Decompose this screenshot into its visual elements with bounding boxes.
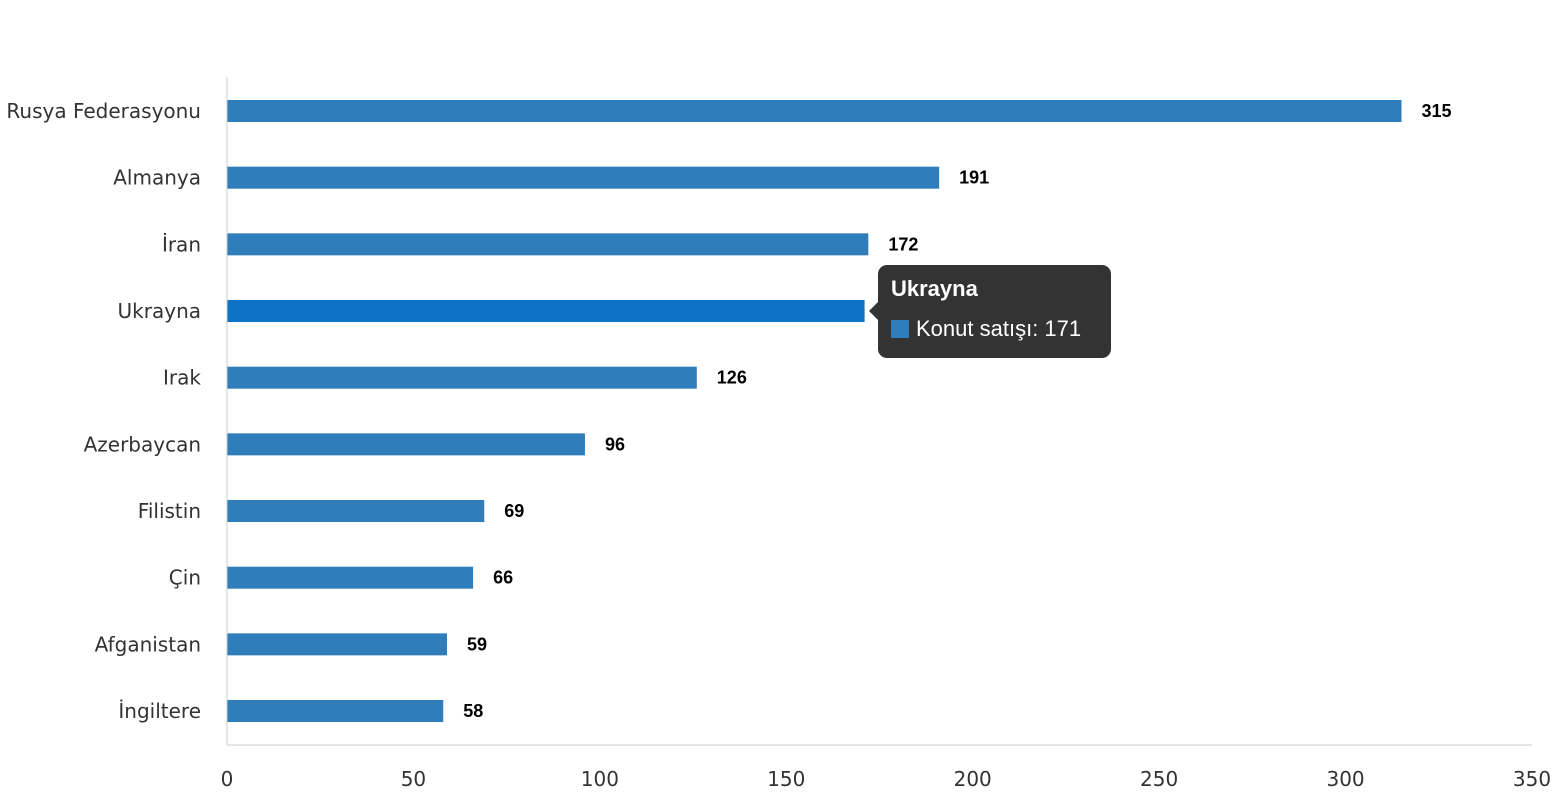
- category-labels: Rusya Federasyonu Almanya İran Ukrayna Irak A…: [6, 99, 201, 723]
- tooltip-title: Ukrayna: [891, 276, 978, 301]
- bar-irak[interactable]: [227, 366, 697, 389]
- x-tick-label-350: 350: [1513, 767, 1551, 791]
- data-labels: 315 191 172 171 126 96 69 66 59 58: [463, 101, 1451, 721]
- data-label-rusya-federasyonu: 315: [1422, 101, 1452, 121]
- x-axis-tick-labels: 0 50 100 150 200 250 300 350: [221, 767, 1551, 791]
- category-label-filistin: Filistin: [138, 499, 201, 523]
- x-tick-label-50: 50: [401, 767, 426, 791]
- bar-cin[interactable]: [227, 566, 474, 589]
- tooltip-separator: :: [1032, 316, 1045, 341]
- category-label-afganistan: Afganistan: [95, 632, 201, 656]
- category-label-iran: İran: [162, 232, 201, 256]
- bar-ukrayna[interactable]: [227, 300, 865, 323]
- category-label-almanya: Almanya: [113, 166, 201, 190]
- tooltip-value: 171: [1044, 316, 1082, 341]
- x-tick-label-100: 100: [581, 767, 619, 791]
- data-label-afganistan: 59: [467, 634, 487, 654]
- bar-azerbaycan[interactable]: [227, 433, 585, 456]
- bar-iran[interactable]: [227, 233, 869, 256]
- data-label-iran: 172: [888, 234, 918, 254]
- x-tick-label-150: 150: [767, 767, 805, 791]
- x-tick-label-200: 200: [954, 767, 992, 791]
- x-tick-label-300: 300: [1326, 767, 1364, 791]
- tooltip: Ukrayna Konut satışı: 171: [869, 265, 1111, 358]
- data-label-azerbaycan: 96: [605, 434, 625, 454]
- data-label-almanya: 191: [959, 168, 989, 188]
- category-label-ukrayna: Ukrayna: [118, 299, 201, 323]
- bar-filistin[interactable]: [227, 500, 485, 523]
- tooltip-series-label: Konut satışı: [916, 316, 1033, 341]
- category-label-rusya-federasyonu: Rusya Federasyonu: [6, 99, 201, 123]
- x-tick-label-250: 250: [1140, 767, 1178, 791]
- category-label-azerbaycan: Azerbaycan: [84, 432, 201, 456]
- bar-almanya[interactable]: [227, 166, 940, 189]
- data-label-cin: 66: [493, 568, 513, 588]
- bar-rusya-federasyonu[interactable]: [227, 100, 1402, 122]
- data-label-irak: 126: [717, 368, 747, 388]
- bars-group: [227, 100, 1402, 723]
- tooltip-series-swatch: [891, 320, 909, 338]
- data-label-ingiltere: 58: [463, 701, 483, 721]
- category-label-ingiltere: İngiltere: [118, 699, 201, 723]
- bar-afganistan[interactable]: [227, 633, 447, 656]
- bar-ingiltere[interactable]: [227, 700, 444, 723]
- data-label-filistin: 69: [504, 501, 524, 521]
- x-tick-label-0: 0: [221, 767, 234, 791]
- category-label-cin: Çin: [169, 566, 201, 590]
- tooltip-row: Konut satışı: 171: [891, 315, 1098, 343]
- category-label-irak: Irak: [163, 366, 201, 390]
